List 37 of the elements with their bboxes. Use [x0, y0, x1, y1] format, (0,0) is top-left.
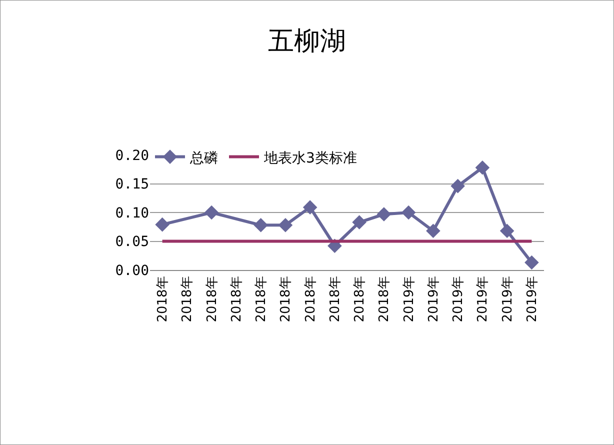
point	[426, 224, 440, 238]
x-tick-label: 2018年	[156, 276, 171, 322]
x-tick-label: 2018年	[377, 276, 392, 322]
y-tick-label: 0.05	[115, 234, 149, 250]
x-tick-label: 2018年	[254, 276, 270, 322]
x-tick-label: 2018年	[278, 276, 294, 322]
point	[475, 160, 490, 175]
point	[376, 207, 392, 222]
point	[500, 224, 514, 238]
point	[401, 205, 416, 220]
point	[450, 178, 465, 194]
point	[204, 205, 219, 220]
x-tick-label: 2018年	[352, 276, 368, 322]
point	[278, 218, 293, 232]
y-tick-label: 0.20	[115, 148, 149, 164]
point	[254, 218, 268, 232]
x-tick-label: 2018年	[180, 276, 196, 322]
x-tick-label: 2019年	[402, 276, 417, 322]
legend-label: 地表水3类标准	[263, 150, 357, 166]
point	[302, 200, 318, 214]
x-tick-label: 2019年	[524, 276, 540, 322]
x-tick-label: 2019年	[476, 276, 491, 322]
x-tick-label: 2018年	[204, 276, 220, 322]
y-tick-label: 0.15	[115, 176, 149, 193]
x-tick-label: 2019年	[426, 276, 442, 322]
y-tick-label: 0.10	[115, 205, 149, 222]
chart-title: 五柳湖	[268, 26, 346, 56]
x-tick-label: 2019年	[500, 276, 516, 322]
x-tick-label: 2018年	[229, 276, 244, 322]
x-tick-label: 2018年	[303, 276, 318, 322]
legend-label: 总磷	[189, 150, 218, 166]
x-tick-label: 2019年	[451, 276, 466, 322]
point	[352, 215, 366, 230]
x-tick-label: 2018年	[328, 276, 343, 322]
point	[524, 255, 539, 270]
point	[155, 217, 170, 232]
y-tick-label: 0.00	[115, 262, 149, 279]
